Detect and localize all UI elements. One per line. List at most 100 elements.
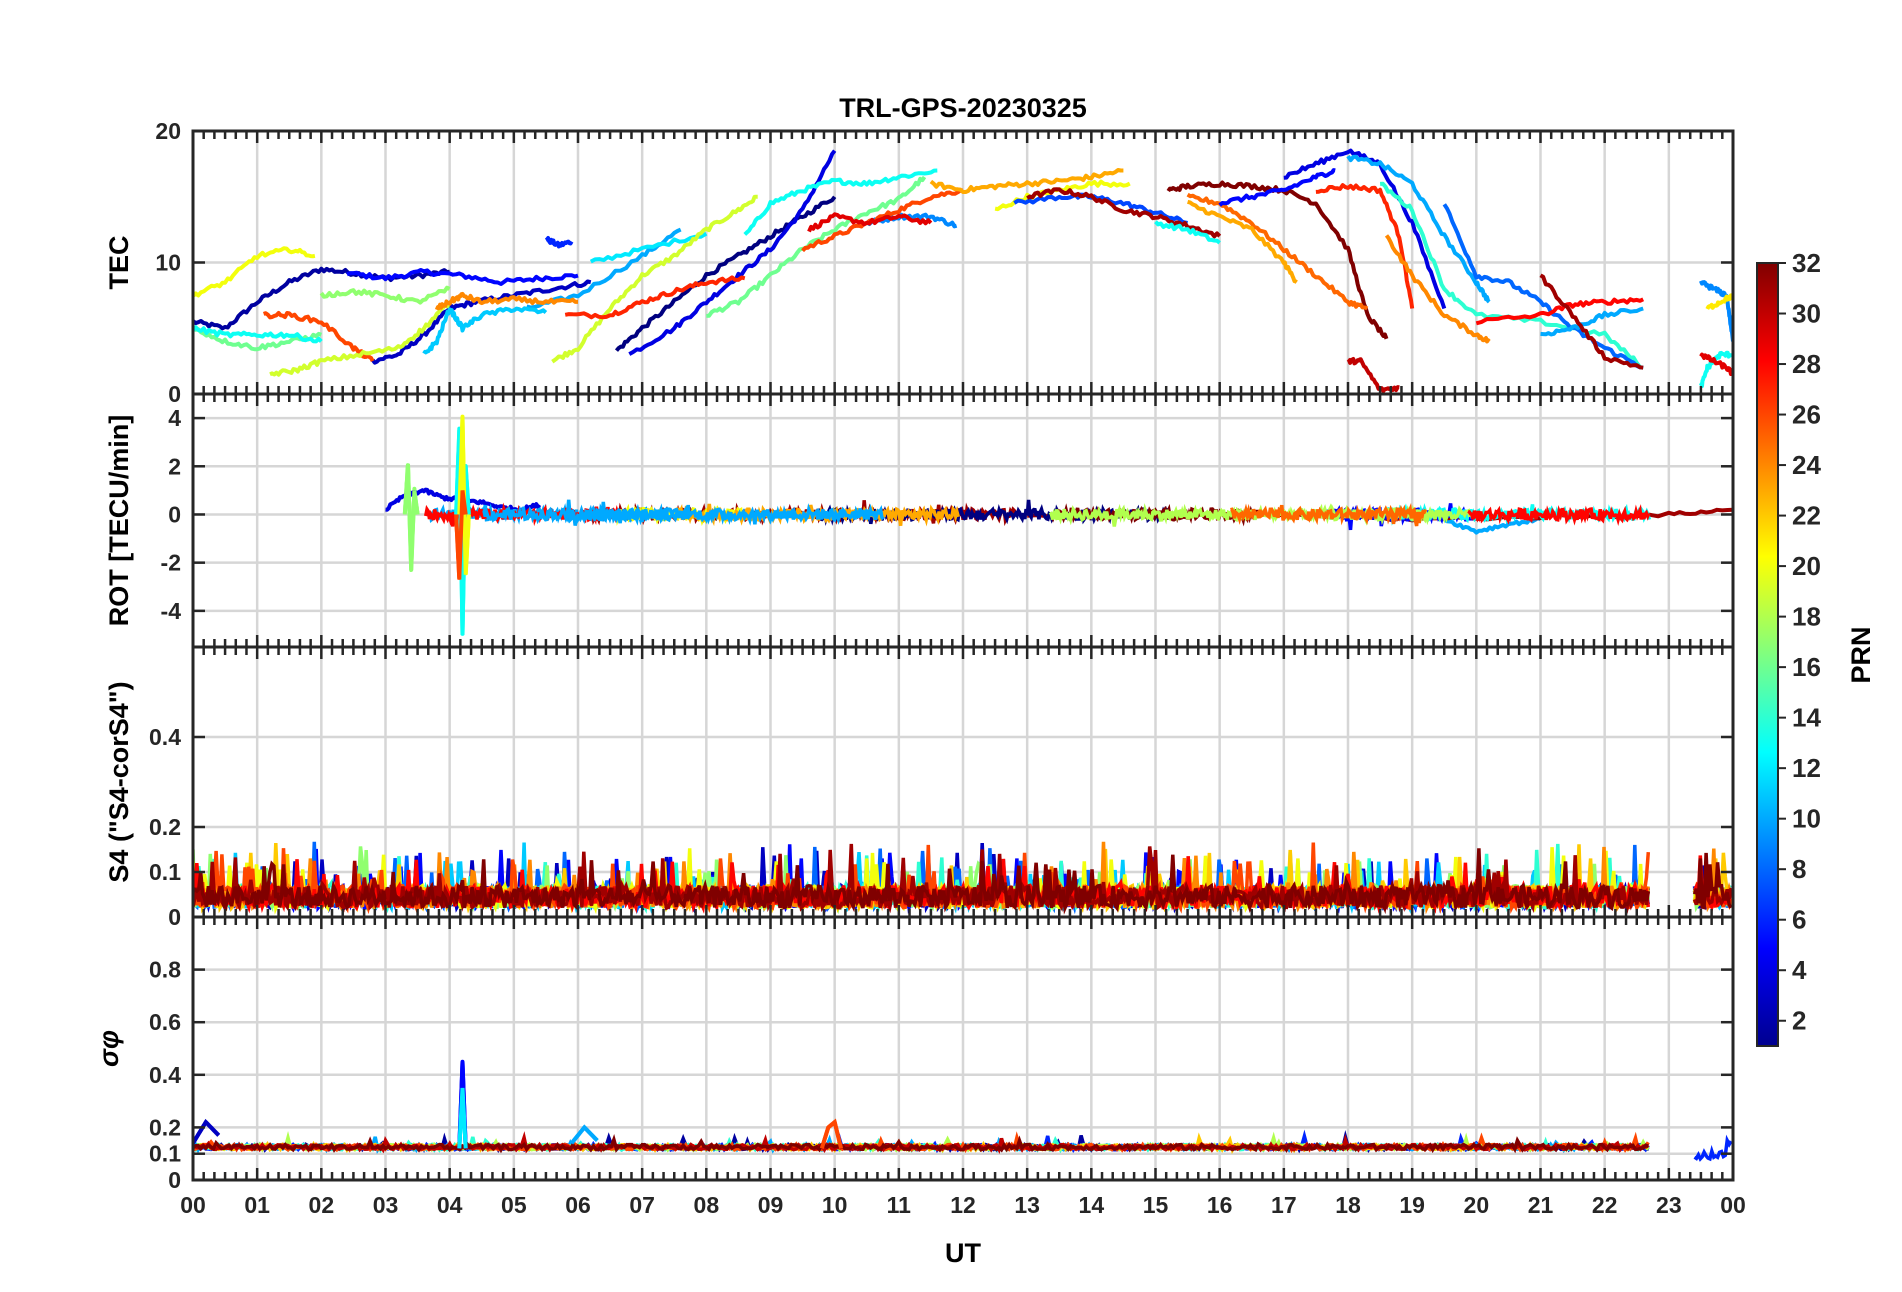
colorbar-tick-label: 22 (1792, 501, 1821, 531)
x-tick-label: 10 (822, 1192, 848, 1218)
x-tick-label: 07 (629, 1192, 655, 1218)
sigma-spike-prn-26 (819, 1118, 844, 1149)
y-tick-label: 0.4 (149, 724, 181, 750)
series-line-prn-26 (262, 311, 375, 363)
rot-spike-prn-26 (454, 490, 468, 580)
y-tick-label: 20 (155, 118, 181, 144)
y-tick-label: -2 (161, 550, 181, 576)
series-line-prn-29 (1699, 352, 1733, 376)
colorbar-tick-label: 6 (1792, 905, 1806, 935)
colorbar-label: PRN (1846, 626, 1876, 683)
y-tick-label: 0.1 (149, 1141, 181, 1167)
panel-s4: 0 0.1 0.2 0.4 S4 ("S4-corS4") (104, 645, 1735, 930)
y-axis-label: TEC (104, 236, 134, 290)
y-tick-label: 0 (168, 381, 181, 407)
rot-noise-prn-28 (1467, 504, 1651, 526)
y-tick-label: 0.6 (149, 1009, 181, 1035)
series-line-prn-28 (1475, 297, 1645, 326)
series-line-prn-13 (193, 325, 323, 344)
x-tick-label: 09 (758, 1192, 784, 1218)
series-line-prn-24 (434, 291, 578, 311)
x-tick-label: 00 (1720, 1192, 1746, 1218)
y-tick-label: 0 (168, 501, 181, 527)
series-line-prn-12 (589, 231, 708, 264)
data-layer (193, 841, 1733, 915)
colorbar-tick-label: 4 (1792, 955, 1807, 985)
series-line-prn-5 (1218, 168, 1336, 207)
series-line-prn-27 (564, 275, 746, 320)
series-line-prn-9 (865, 212, 958, 229)
x-tick-label: 11 (887, 1192, 912, 1218)
colorbar-tick-label: 14 (1792, 703, 1821, 733)
y-tick-label: 0.2 (149, 1114, 181, 1140)
rot-noise-prn-25 (1230, 502, 1428, 527)
series-line-prn-29 (807, 212, 933, 233)
x-tick-label: 04 (437, 1192, 463, 1218)
series-line-prn-26 (801, 188, 964, 253)
x-tick-label: 06 (565, 1192, 591, 1218)
data-layer (385, 414, 1733, 636)
y-tick-label: 0.8 (149, 957, 181, 983)
colorbar-tick-label: 32 (1792, 248, 1821, 278)
y-tick-label: -4 (161, 598, 182, 624)
panel-rot: -4 -2 0 2 4 ROT [TECU/min] (104, 392, 1735, 649)
x-tick-label: 08 (694, 1192, 720, 1218)
series-line-prn-7 (1013, 192, 1188, 225)
y-axis-label: ROT [TECU/min] (104, 415, 134, 626)
series-line-prn-17 (319, 285, 451, 305)
y-axis-label: σφ (94, 1030, 124, 1067)
y-axis-label: S4 ("S4-corS4") (104, 681, 134, 882)
series-line-prn-3 (371, 279, 592, 365)
s4-series-prn-32 (1692, 852, 1733, 910)
y-tick-label: 2 (168, 453, 181, 479)
x-tick-label: 22 (1592, 1192, 1618, 1218)
chart-title: TRL-GPS-20230325 (839, 93, 1087, 123)
series-line-prn-4 (628, 149, 837, 356)
rot-noise-prn-10 (482, 499, 680, 525)
x-tick-label: 12 (950, 1192, 976, 1218)
series-line-prn-5 (346, 268, 579, 286)
colorbar-gradient (1756, 262, 1779, 1047)
x-tick-label: 00 (180, 1192, 206, 1218)
series-line-prn-19 (269, 301, 452, 377)
x-tick-label: 01 (244, 1192, 270, 1218)
sigma-spike-prn-3 (193, 1118, 221, 1145)
rot-spike-prn-17 (402, 463, 420, 570)
colorbar-tick-label: 24 (1792, 450, 1821, 480)
series-line-prn-14 (1379, 181, 1644, 370)
y-tick-label: 0 (168, 904, 181, 930)
series-line-prn-13 (1154, 220, 1221, 245)
x-tick-label: 21 (1528, 1192, 1554, 1218)
series-line-prn-13 (743, 168, 938, 236)
y-tick-label: 10 (155, 250, 181, 276)
panel-sigma-phi: 00.10.2 0.4 0.6 0.8 σφ (94, 915, 1735, 1193)
x-tick-label: 02 (309, 1192, 335, 1218)
x-tick-label: 17 (1271, 1192, 1297, 1218)
series-line-prn-31 (1539, 273, 1644, 370)
series-line-prn-10 (1540, 306, 1644, 337)
series-line-prn-21 (1705, 293, 1733, 310)
sigma-series-late (1693, 1134, 1733, 1162)
colorbar-tick-label: 20 (1792, 551, 1821, 581)
colorbar-tick-label: 2 (1792, 1006, 1806, 1036)
rot-spike-prn-13 (454, 430, 471, 636)
colorbar-tick-label: 16 (1792, 652, 1821, 682)
x-tick-label: 14 (1079, 1192, 1105, 1218)
series-line-prn-4 (1283, 148, 1447, 310)
y-tick-label: 0.1 (149, 859, 181, 885)
data-layer (193, 148, 1733, 393)
series-line-prn-8 (1442, 203, 1644, 370)
y-tick-label: 4 (168, 405, 181, 431)
panel-tec: 0 10 20 TEC (104, 118, 1735, 407)
data-layer (193, 1059, 1733, 1162)
x-tick-label: 13 (1014, 1192, 1040, 1218)
series-line-prn-9 (1699, 280, 1733, 342)
x-tick-label: 23 (1656, 1192, 1682, 1218)
series-line-prn-10 (1346, 154, 1491, 304)
series-line-prn-24 (1384, 234, 1491, 344)
colorbar-tick-label: 26 (1792, 400, 1821, 430)
